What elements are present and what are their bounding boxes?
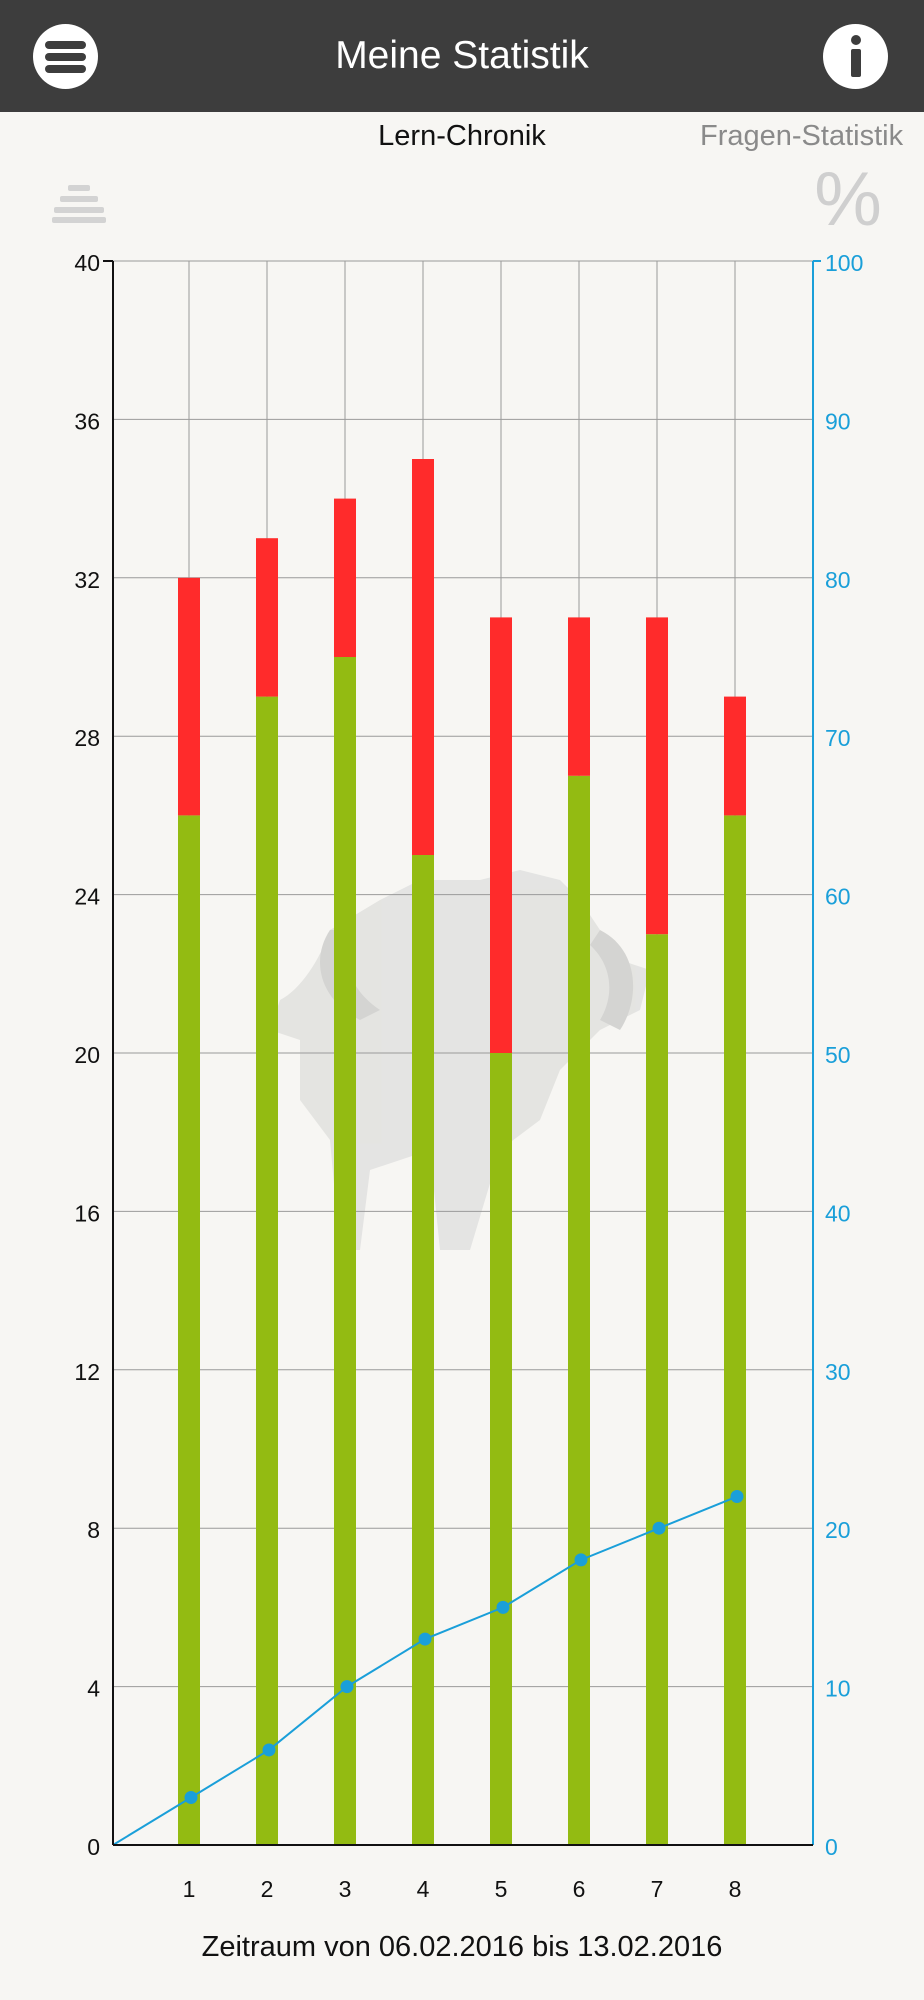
watermark-bull-icon (270, 870, 650, 1250)
chart-axes: 0481216202428323640010203040506070809010… (74, 250, 863, 1902)
percent-icon[interactable]: % (814, 157, 882, 242)
bar-segment-wrong (490, 617, 512, 1053)
y-left-tick-label: 36 (74, 408, 100, 434)
bar-segment-wrong (256, 538, 278, 697)
x-tick-label: 5 (495, 1876, 508, 1902)
y-right-tick-label: 20 (825, 1517, 851, 1543)
x-tick-label: 7 (651, 1876, 664, 1902)
line-series-point (574, 1553, 588, 1567)
bar-segment-wrong (724, 696, 746, 816)
x-tick-label: 3 (339, 1876, 352, 1902)
line-series-point (730, 1490, 744, 1504)
app-bar: Meine Statistik (0, 0, 924, 112)
bar-segment-correct (568, 775, 590, 1845)
y-right-tick-label: 50 (825, 1042, 851, 1068)
bar-segment-correct (256, 696, 278, 1845)
tab-fragen-statistik[interactable]: Fragen-Statistik (700, 120, 904, 152)
chart-line (112, 1490, 744, 1846)
y-right-tick-label: 0 (825, 1834, 838, 1860)
y-left-tick-label: 0 (87, 1834, 100, 1860)
line-series-point (184, 1790, 198, 1804)
bar-segment-wrong (646, 617, 668, 935)
list-icon[interactable] (52, 183, 106, 223)
x-tick-label: 2 (261, 1876, 274, 1902)
hamburger-menu-icon[interactable] (33, 24, 98, 89)
bar-segment-wrong (568, 617, 590, 776)
bar-segment-correct (490, 1053, 512, 1845)
y-left-tick-label: 12 (74, 1359, 100, 1385)
y-right-tick-label: 30 (825, 1359, 851, 1385)
y-left-tick-label: 4 (87, 1676, 100, 1702)
bar-segment-wrong (178, 577, 200, 816)
bar-segment-correct (412, 855, 434, 1845)
line-series-point (652, 1521, 666, 1535)
y-left-tick-label: 16 (74, 1200, 100, 1226)
bar-segment-correct (178, 815, 200, 1845)
y-left-tick-label: 32 (74, 567, 100, 593)
x-tick-label: 6 (573, 1876, 586, 1902)
y-left-tick-label: 8 (87, 1517, 100, 1543)
y-right-tick-label: 90 (825, 408, 851, 434)
y-right-tick-label: 40 (825, 1200, 851, 1226)
bar-segment-correct (334, 657, 356, 1845)
x-tick-label: 4 (417, 1876, 430, 1902)
bar-segment-correct (646, 934, 668, 1845)
y-right-tick-label: 60 (825, 884, 851, 910)
x-tick-label: 1 (183, 1876, 196, 1902)
y-left-tick-label: 40 (74, 250, 100, 276)
info-icon[interactable] (823, 24, 888, 89)
line-series-point (340, 1680, 354, 1694)
line-series-point (262, 1743, 276, 1757)
y-right-tick-label: 10 (825, 1676, 851, 1702)
bar-segment-wrong (412, 459, 434, 855)
y-right-tick-label: 100 (825, 250, 863, 276)
x-tick-label: 8 (729, 1876, 742, 1902)
bar-segment-correct (724, 815, 746, 1845)
y-left-tick-label: 20 (74, 1042, 100, 1068)
tab-lern-chronik[interactable]: Lern-Chronik (378, 120, 546, 152)
chart-caption: Zeitraum von 06.02.2016 bis 13.02.2016 (201, 1931, 723, 1963)
y-right-tick-label: 70 (825, 725, 851, 751)
bar-segment-wrong (334, 498, 356, 657)
line-series-point (496, 1600, 510, 1614)
chart-grid (113, 260, 813, 1845)
chart-bars (178, 459, 746, 1845)
line-series-point (418, 1632, 432, 1646)
y-left-tick-label: 24 (74, 884, 100, 910)
y-left-tick-label: 28 (74, 725, 100, 751)
page-title: Meine Statistik (335, 34, 589, 77)
y-right-tick-label: 80 (825, 567, 851, 593)
